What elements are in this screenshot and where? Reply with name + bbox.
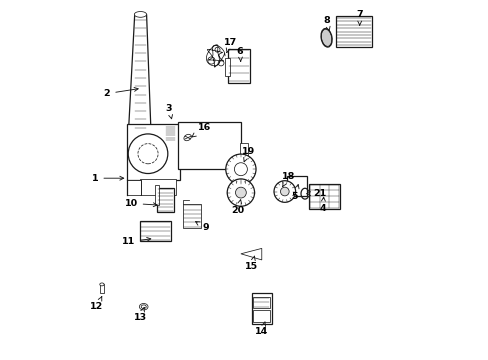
Text: 1: 1 (92, 174, 123, 183)
Text: 9: 9 (195, 221, 208, 232)
Text: 2: 2 (103, 87, 138, 98)
Text: 11: 11 (122, 238, 150, 246)
Circle shape (207, 57, 215, 64)
FancyBboxPatch shape (140, 221, 170, 241)
Ellipse shape (183, 134, 191, 141)
FancyBboxPatch shape (183, 204, 201, 228)
Circle shape (218, 60, 224, 66)
FancyBboxPatch shape (309, 184, 339, 209)
Text: 8: 8 (323, 16, 329, 31)
Circle shape (235, 187, 246, 198)
FancyBboxPatch shape (228, 49, 249, 83)
Text: 7: 7 (356, 10, 362, 25)
FancyBboxPatch shape (127, 180, 141, 195)
Text: 4: 4 (319, 197, 325, 213)
Text: 20: 20 (231, 200, 244, 215)
Text: 6: 6 (236, 46, 243, 61)
FancyBboxPatch shape (286, 176, 306, 196)
Text: 3: 3 (165, 104, 172, 119)
FancyBboxPatch shape (132, 130, 148, 139)
Text: 16: 16 (192, 123, 210, 137)
Ellipse shape (100, 283, 104, 286)
FancyBboxPatch shape (224, 58, 230, 76)
Text: 18: 18 (281, 172, 294, 186)
FancyBboxPatch shape (336, 16, 371, 47)
FancyBboxPatch shape (157, 188, 173, 212)
FancyBboxPatch shape (140, 179, 176, 195)
Text: 17: 17 (223, 38, 236, 53)
Text: 12: 12 (90, 297, 103, 311)
Ellipse shape (139, 303, 148, 310)
Text: 15: 15 (244, 256, 258, 271)
Ellipse shape (141, 305, 146, 309)
FancyBboxPatch shape (253, 310, 269, 322)
Polygon shape (165, 126, 176, 141)
FancyBboxPatch shape (178, 122, 241, 169)
Text: 14: 14 (255, 322, 268, 336)
FancyBboxPatch shape (240, 143, 247, 160)
Text: 10: 10 (124, 199, 157, 208)
FancyBboxPatch shape (155, 185, 159, 205)
Text: 19: 19 (241, 147, 254, 162)
Circle shape (234, 163, 247, 176)
Circle shape (225, 154, 256, 184)
Circle shape (280, 187, 288, 196)
Circle shape (128, 134, 167, 174)
Polygon shape (241, 248, 261, 260)
Text: 21: 21 (306, 189, 326, 198)
Ellipse shape (321, 29, 331, 46)
Circle shape (273, 181, 295, 202)
FancyBboxPatch shape (253, 297, 269, 308)
Text: 5: 5 (291, 185, 299, 201)
Ellipse shape (134, 12, 146, 17)
FancyBboxPatch shape (100, 284, 104, 293)
Polygon shape (128, 14, 151, 137)
FancyBboxPatch shape (127, 124, 179, 180)
Text: 13: 13 (133, 307, 146, 322)
Circle shape (215, 47, 220, 52)
Circle shape (138, 144, 158, 164)
FancyBboxPatch shape (251, 293, 271, 324)
Circle shape (227, 179, 254, 206)
